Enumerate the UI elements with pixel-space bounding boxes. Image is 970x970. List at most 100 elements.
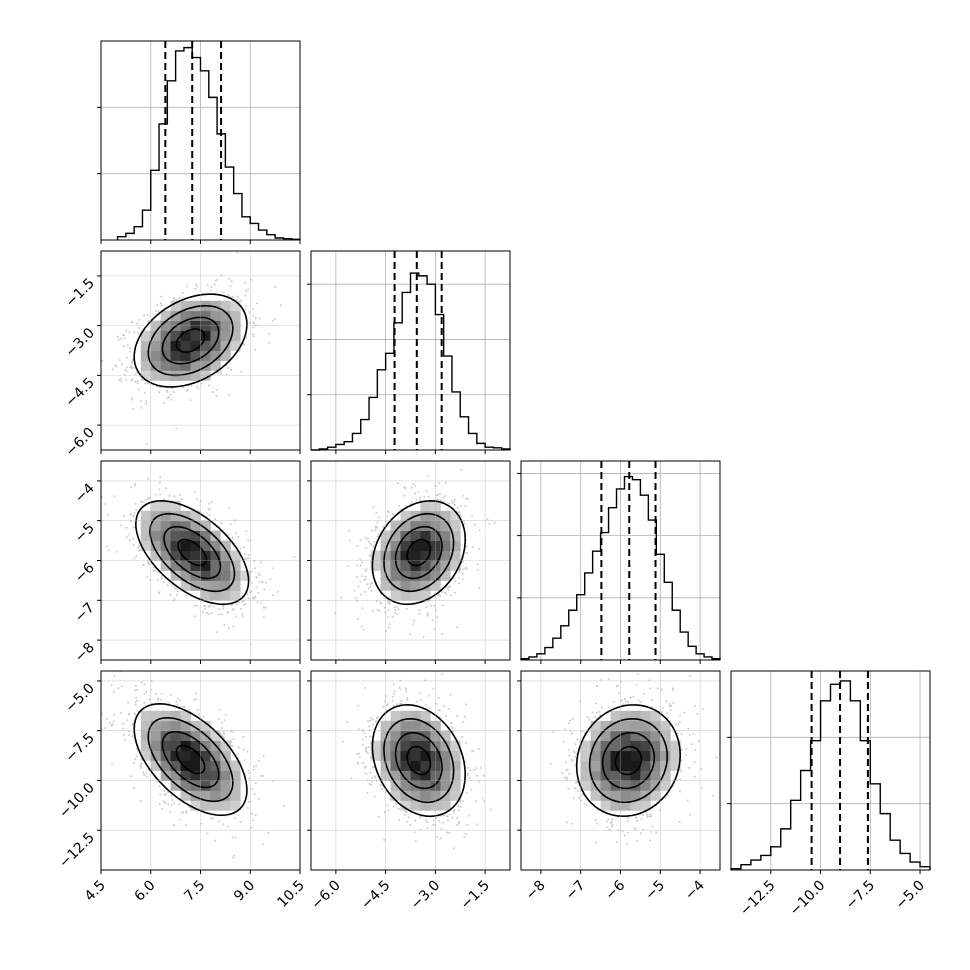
density-cell — [660, 751, 670, 761]
density-cell — [220, 771, 230, 781]
density-cell — [621, 781, 631, 791]
density-cell — [411, 721, 421, 731]
density-cell — [411, 551, 421, 561]
ytick-label: −8 — [72, 640, 98, 666]
xtick-label: −4.5 — [358, 878, 393, 913]
density-cell — [210, 531, 220, 541]
density-cell — [181, 761, 191, 771]
density-cell — [201, 590, 211, 600]
hist-panel-4 — [727, 671, 930, 870]
density-cell — [411, 571, 421, 581]
ytick-label: −6.0 — [62, 425, 97, 460]
density-cell — [601, 800, 611, 810]
ytick-label: −3.0 — [62, 325, 97, 360]
density-cell — [450, 761, 460, 771]
density-cell — [220, 571, 230, 581]
density-cell — [151, 741, 161, 751]
density-cell — [220, 561, 230, 571]
density-cell — [440, 800, 450, 810]
density-cell — [401, 721, 411, 731]
density-cell — [650, 771, 660, 781]
density-cell — [450, 771, 460, 781]
density-cell — [161, 511, 171, 521]
density-cell — [621, 721, 631, 731]
density-cell — [401, 551, 411, 561]
density-cell — [650, 721, 660, 731]
hist-panel-1 — [97, 41, 300, 240]
xtick-label: −5 — [642, 878, 668, 904]
density-cell — [631, 721, 641, 731]
density-cell — [181, 541, 191, 551]
density-cell — [161, 721, 171, 731]
density-cell — [151, 531, 161, 541]
density-cell — [420, 521, 430, 531]
density-cell — [181, 341, 191, 351]
xtick-label: −5.0 — [893, 878, 928, 913]
density-cell — [440, 531, 450, 541]
density-cell — [621, 751, 631, 761]
pair-panel-3-4 — [517, 671, 720, 874]
pair-panel-2-4 — [307, 649, 510, 874]
density-cell — [141, 731, 151, 741]
density-cell — [450, 541, 460, 551]
ytick-label: −7 — [72, 600, 98, 626]
density-cell — [191, 551, 201, 561]
density-cell — [220, 331, 230, 341]
density-cell — [171, 331, 181, 341]
density-cell — [411, 741, 421, 751]
density-cell — [141, 711, 151, 721]
density-cell — [230, 590, 240, 600]
density-cell — [391, 711, 401, 721]
ytick-label: −1.5 — [62, 275, 97, 310]
xtick-label: −10.0 — [787, 878, 829, 920]
density-cell — [411, 751, 421, 761]
xtick-label: 7.5 — [181, 878, 208, 905]
density-cell — [161, 711, 171, 721]
pair-panel-1-2 — [77, 251, 300, 454]
density-cell — [151, 341, 161, 351]
density-cell — [401, 571, 411, 581]
xtick-label: −1.5 — [458, 878, 493, 913]
density-cell — [440, 751, 450, 761]
density-cell — [440, 731, 450, 741]
density-cell — [581, 771, 591, 781]
xtick-label: −8 — [523, 878, 549, 904]
density-cell — [191, 331, 201, 341]
density-cell — [650, 751, 660, 761]
xtick-label: −6.0 — [308, 878, 343, 913]
density-cell — [420, 790, 430, 800]
density-cell — [621, 761, 631, 771]
density-cell — [141, 511, 151, 521]
ytick-label: −6 — [72, 560, 98, 586]
xtick-label: 6.0 — [132, 878, 159, 905]
ytick-label: −5.0 — [62, 680, 97, 715]
ytick-label: −5 — [72, 520, 98, 546]
xtick-label: −7.5 — [843, 878, 878, 913]
pair-panel-1-4 — [91, 671, 300, 874]
density-cell — [171, 521, 181, 531]
xtick-label: 10.5 — [274, 878, 307, 911]
density-cell — [670, 751, 680, 761]
hist-panel-2 — [307, 251, 510, 450]
density-cell — [191, 311, 201, 321]
density-cell — [220, 800, 230, 810]
density-cell — [420, 711, 430, 721]
histogram-step — [731, 681, 930, 870]
density-cell — [151, 351, 161, 361]
density-cell — [621, 790, 631, 800]
density-cell — [420, 781, 430, 791]
density-cell — [230, 580, 240, 590]
density-cell — [611, 711, 621, 721]
density-cell — [161, 311, 171, 321]
xtick-label: −4 — [682, 877, 708, 903]
density-cell — [621, 771, 631, 781]
density-cell — [230, 790, 240, 800]
density-cell — [201, 741, 211, 751]
xtick-label: −3.0 — [408, 878, 443, 913]
density-cell — [201, 800, 211, 810]
density-cell — [230, 301, 240, 311]
ytick-label: −4 — [72, 480, 98, 506]
ytick-label: −7.5 — [62, 730, 97, 765]
density-cell — [420, 561, 430, 571]
